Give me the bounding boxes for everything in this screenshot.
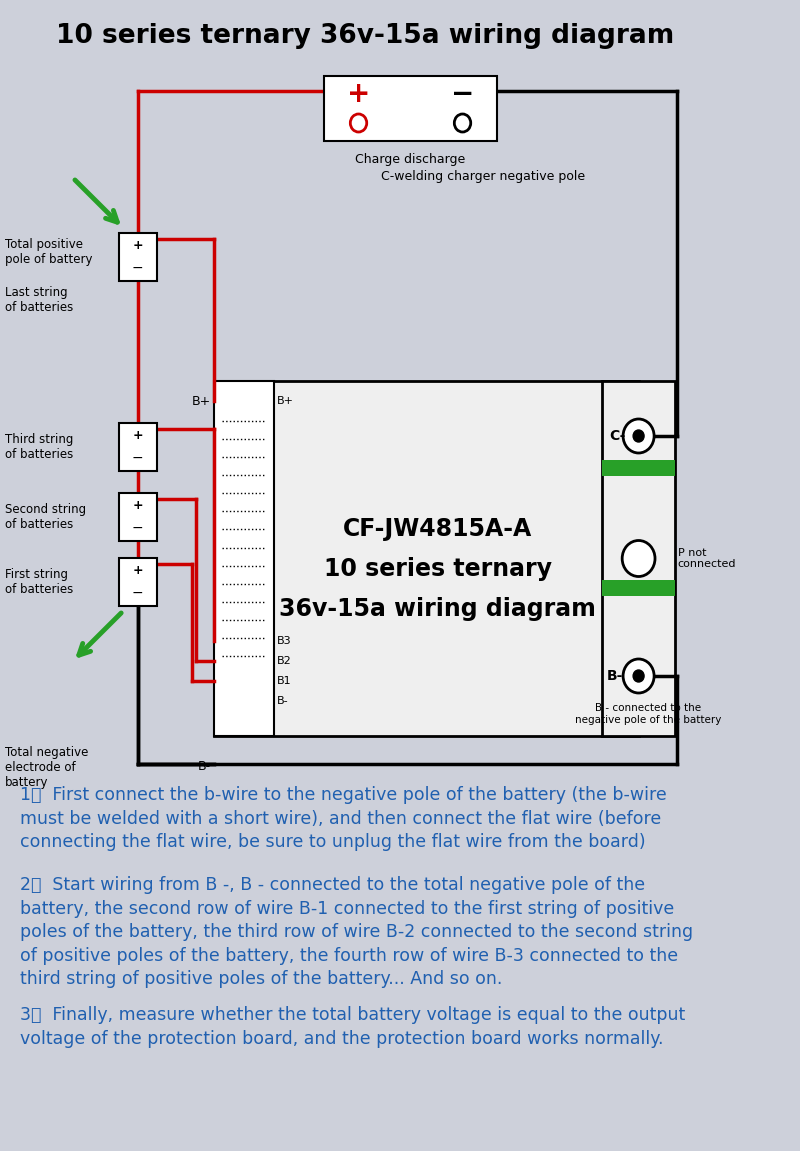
Text: 3、  Finally, measure whether the total battery voltage is equal to the output
vo: 3、 Finally, measure whether the total ba…	[20, 1006, 686, 1047]
Text: Last string
of batteries: Last string of batteries	[5, 285, 73, 314]
Text: B - connected to the
negative pole of the battery: B - connected to the negative pole of th…	[574, 703, 721, 725]
Text: P not
connected: P not connected	[678, 548, 736, 570]
Bar	[118, 233, 157, 281]
Text: +: +	[133, 239, 143, 252]
Text: B3: B3	[278, 637, 292, 646]
Circle shape	[623, 419, 654, 453]
Text: −: −	[132, 260, 143, 275]
Bar	[214, 381, 274, 735]
Text: First string
of batteries: First string of batteries	[5, 567, 73, 596]
Bar	[118, 493, 157, 541]
Bar	[602, 381, 675, 735]
Text: 2、  Start wiring from B -, B - connected to the total negative pole of the
batte: 2、 Start wiring from B -, B - connected …	[20, 876, 693, 989]
Text: B+: B+	[191, 395, 210, 407]
Text: B1: B1	[278, 676, 292, 686]
Text: 36v-15a wiring diagram: 36v-15a wiring diagram	[279, 596, 596, 620]
Text: 10 series ternary 36v-15a wiring diagram: 10 series ternary 36v-15a wiring diagram	[56, 23, 674, 49]
Text: B+: B+	[278, 396, 294, 406]
Text: Total negative
electrode of
battery: Total negative electrode of battery	[5, 746, 88, 788]
Text: B-: B-	[606, 669, 623, 683]
Text: −: −	[132, 450, 143, 465]
Text: 1、  First connect the b-wire to the negative pole of the battery (the b-wire
mus: 1、 First connect the b-wire to the negat…	[20, 786, 667, 852]
Text: C-welding charger negative pole: C-welding charger negative pole	[382, 169, 586, 183]
Bar	[118, 558, 157, 605]
Text: 10 series ternary: 10 series ternary	[324, 556, 552, 580]
Text: −: −	[132, 586, 143, 600]
Circle shape	[623, 660, 654, 693]
Circle shape	[633, 430, 644, 442]
Text: Second string
of batteries: Second string of batteries	[5, 503, 86, 531]
Text: CF-JW4815A-A: CF-JW4815A-A	[343, 517, 533, 541]
Circle shape	[633, 670, 644, 683]
Bar	[214, 381, 638, 735]
Text: +: +	[133, 500, 143, 512]
Circle shape	[454, 114, 470, 132]
Bar	[602, 580, 675, 596]
Text: Total positive
pole of battery: Total positive pole of battery	[5, 238, 92, 266]
Text: +: +	[133, 429, 143, 442]
Text: −: −	[451, 81, 474, 108]
Bar	[118, 424, 157, 471]
Bar	[324, 76, 497, 142]
Text: Third string
of batteries: Third string of batteries	[5, 433, 73, 462]
Circle shape	[350, 114, 366, 132]
Text: Charge discharge: Charge discharge	[355, 153, 466, 166]
Text: B2: B2	[278, 656, 292, 666]
Text: C-: C-	[610, 429, 626, 443]
Circle shape	[622, 541, 655, 577]
Text: B-: B-	[198, 760, 210, 772]
Text: +: +	[133, 564, 143, 578]
Bar	[602, 460, 675, 477]
Text: B-: B-	[278, 696, 289, 706]
Text: −: −	[132, 520, 143, 534]
Text: +: +	[347, 81, 370, 108]
